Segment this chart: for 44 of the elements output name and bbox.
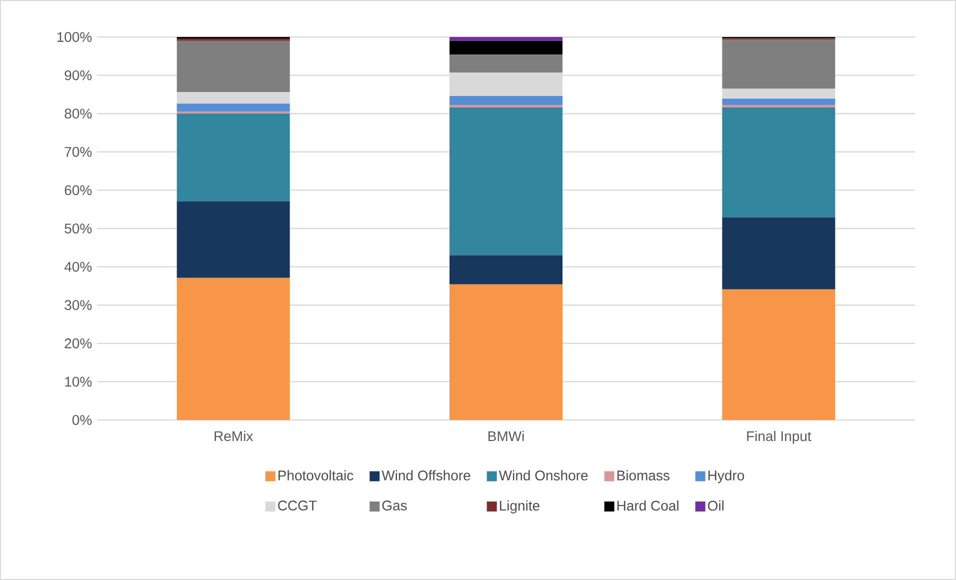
bar xyxy=(450,36,563,41)
y-tick-label: 90% xyxy=(64,70,92,80)
bar xyxy=(176,201,290,278)
bar xyxy=(450,96,563,106)
legend-label: Wind Onshore xyxy=(498,470,588,480)
bar xyxy=(450,107,563,256)
bar xyxy=(176,114,290,202)
bar xyxy=(722,98,836,106)
y-tick-label: 0% xyxy=(72,415,92,425)
legend-label: Lignite xyxy=(500,500,540,514)
bar xyxy=(450,255,563,284)
y-tick-label: 50% xyxy=(64,224,92,234)
y-tick-label: 70% xyxy=(64,146,92,157)
bar xyxy=(722,107,836,218)
bar xyxy=(176,92,290,104)
x-tick-label: Final Input xyxy=(747,430,812,444)
y-tick-label: 100% xyxy=(57,32,92,42)
legend-label: CCGT xyxy=(278,500,317,510)
legend-label: Oil xyxy=(708,500,724,511)
legend-label: Hard Coal xyxy=(617,500,678,511)
y-tick-label: 60% xyxy=(64,185,92,196)
bar xyxy=(176,40,290,92)
bar xyxy=(722,88,836,99)
bar xyxy=(722,217,836,290)
x-tick-label: ReMix xyxy=(214,430,254,442)
y-tick-label: 30% xyxy=(64,300,92,310)
legend-label: Hydro xyxy=(708,470,744,484)
bar xyxy=(450,72,563,96)
bar xyxy=(176,104,290,112)
bar xyxy=(450,54,563,73)
bar xyxy=(450,284,563,420)
bar xyxy=(722,289,836,420)
legend-label: Biomass xyxy=(617,470,670,480)
x-tick-label: BMWi xyxy=(488,430,524,442)
y-tick-label: 40% xyxy=(64,262,92,272)
y-tick-label: 10% xyxy=(65,376,92,387)
bar xyxy=(450,40,563,55)
legend-label: Wind Offshore xyxy=(382,470,470,480)
y-tick-label: 20% xyxy=(64,338,92,348)
bar xyxy=(176,278,290,420)
legend-label: Gas xyxy=(382,500,407,510)
legend-label: Photovoltaic xyxy=(278,470,354,480)
y-tick-label: 80% xyxy=(64,108,92,119)
bar xyxy=(722,40,836,89)
